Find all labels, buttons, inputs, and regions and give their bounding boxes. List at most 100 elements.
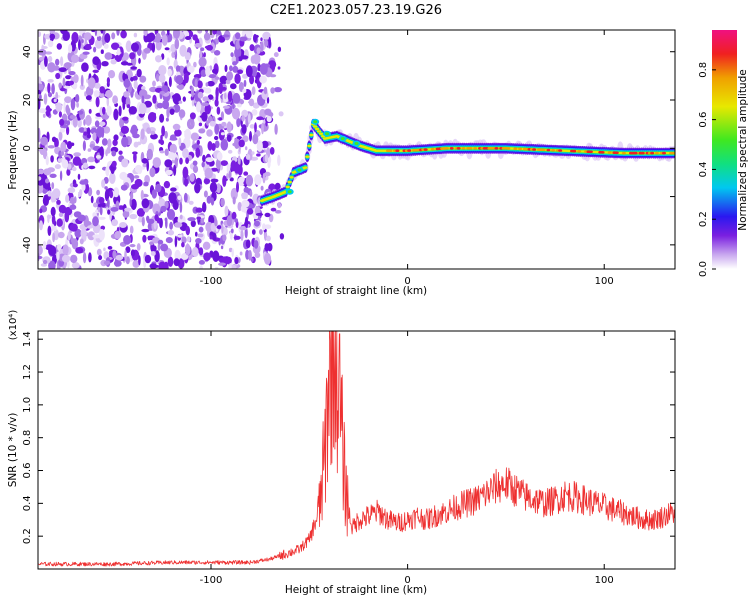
noise-speck <box>111 150 117 157</box>
noise-speck <box>173 258 180 267</box>
noise-speck <box>74 228 82 238</box>
noise-speck <box>77 214 86 222</box>
noise-speck <box>164 47 170 51</box>
noise-speck <box>152 157 161 168</box>
noise-speck <box>81 62 89 72</box>
trace-band <box>316 130 322 133</box>
noise-speck <box>197 80 203 89</box>
noise-speck <box>54 164 62 170</box>
noise-speck <box>264 224 272 229</box>
noise-speck <box>129 225 134 234</box>
noise-speck <box>218 262 226 266</box>
noise-speck <box>62 31 70 41</box>
noise-speck <box>222 105 230 109</box>
noise-speck <box>113 108 119 121</box>
noise-speck <box>107 209 111 215</box>
noise-speck <box>260 37 263 41</box>
noise-speck <box>90 195 94 204</box>
noise-speck <box>100 30 104 34</box>
noise-speck <box>218 35 226 43</box>
noise-speck <box>228 170 232 179</box>
noise-speck <box>68 80 75 86</box>
noise-speck <box>165 117 169 122</box>
noise-speck <box>220 245 224 250</box>
noise-speck <box>212 68 219 74</box>
noise-speck <box>56 218 63 227</box>
noise-speck <box>106 77 110 85</box>
noise-speck <box>218 82 223 95</box>
noise-speck <box>51 83 55 95</box>
noise-speck <box>100 49 104 54</box>
noise-speck <box>116 47 121 56</box>
noise-speck <box>144 254 152 264</box>
noise-speck <box>214 76 220 80</box>
noise-speck <box>239 36 248 42</box>
trace-core <box>541 148 546 152</box>
noise-speck <box>109 190 114 199</box>
noise-speck <box>81 39 84 44</box>
noise-speck <box>170 43 176 53</box>
noise-speck <box>263 252 272 265</box>
noise-speck <box>163 180 171 189</box>
noise-speck <box>161 34 168 46</box>
chart-title: C2E1.2023.057.23.19.G26 <box>270 3 442 18</box>
noise-speck <box>205 66 211 77</box>
y-tick-label: -40 <box>22 237 33 253</box>
noise-speck <box>58 82 62 89</box>
noise-speck <box>173 164 177 176</box>
noise-speck <box>134 164 143 173</box>
noise-speck <box>249 131 252 142</box>
trace-band <box>289 176 294 179</box>
noise-speck <box>111 160 117 168</box>
noise-speck <box>91 30 96 33</box>
noise-speck <box>40 263 48 267</box>
noise-speck <box>177 234 183 238</box>
noise-speck <box>185 157 190 164</box>
noise-speck <box>277 202 282 209</box>
noise-speck <box>196 101 202 113</box>
noise-speck <box>106 105 112 117</box>
noise-speck <box>88 108 92 114</box>
noise-speck <box>75 247 84 254</box>
noise-speck <box>203 178 211 185</box>
noise-speck <box>62 244 69 255</box>
noise-speck <box>270 207 277 212</box>
snr-y-label: SNR (10 * v/v) <box>7 413 19 488</box>
noise-speck <box>198 260 205 265</box>
noise-speck <box>203 52 206 58</box>
noise-speck <box>68 71 76 76</box>
noise-speck <box>78 39 81 51</box>
noise-speck <box>146 148 153 161</box>
noise-speck <box>101 61 109 67</box>
noise-speck <box>96 248 102 256</box>
trace-band <box>318 132 324 135</box>
noise-speck <box>130 77 134 82</box>
noise-speck <box>240 55 249 60</box>
trace-blob-core <box>287 190 292 194</box>
noise-speck <box>119 222 127 228</box>
noise-speck <box>260 185 264 191</box>
noise-speck <box>249 75 255 85</box>
noise-speck <box>110 207 119 212</box>
noise-speck <box>61 254 71 263</box>
noise-speck <box>151 189 157 199</box>
noise-speck <box>198 247 204 256</box>
noise-speck <box>125 40 132 52</box>
noise-speck <box>86 127 91 136</box>
noise-speck <box>101 179 106 189</box>
noise-speck <box>67 231 71 241</box>
noise-speck <box>244 216 249 228</box>
noise-speck <box>161 85 169 93</box>
noise-speck <box>230 83 237 90</box>
noise-speck <box>213 50 221 56</box>
noise-speck <box>220 160 228 167</box>
noise-speck <box>277 46 282 52</box>
noise-speck <box>93 46 97 53</box>
noise-speck <box>183 72 189 84</box>
noise-speck <box>57 244 62 251</box>
noise-speck <box>155 32 161 43</box>
noise-speck <box>112 95 118 105</box>
noise-speck <box>224 205 229 217</box>
noise-speck <box>234 218 239 223</box>
noise-speck <box>275 210 282 214</box>
